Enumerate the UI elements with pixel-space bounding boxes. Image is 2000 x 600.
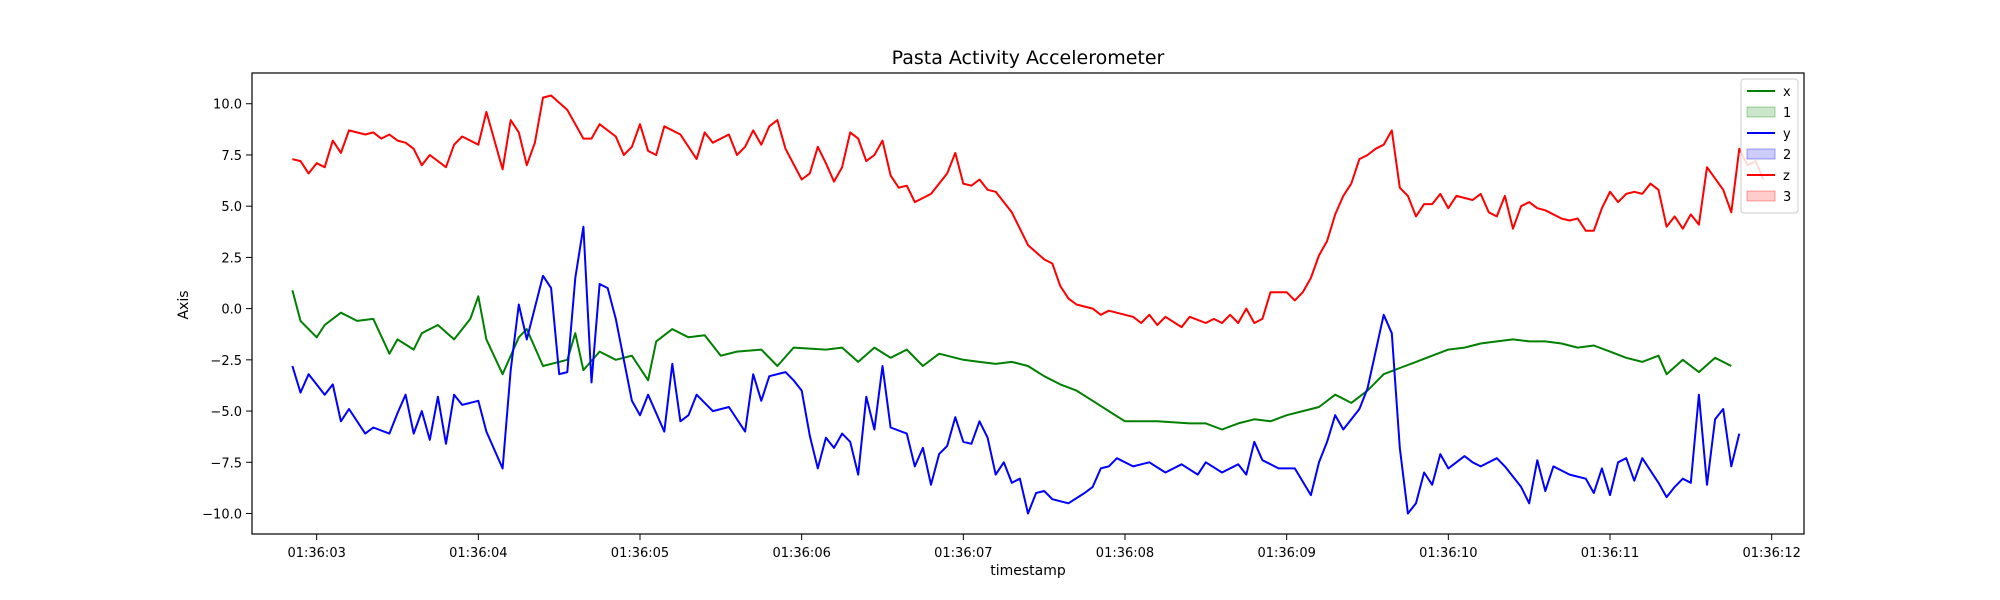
legend-swatch-patch-1 — [1746, 106, 1776, 118]
y-tick-label: 10.0 — [213, 98, 242, 113]
legend-label-1: 1 — [1783, 106, 1791, 121]
legend-label-3: 3 — [1783, 190, 1791, 205]
x-tick-label: 01:36:09 — [1257, 546, 1315, 561]
x-tick-label: 01:36:05 — [611, 546, 669, 561]
y-tick-label: −7.5 — [210, 456, 242, 471]
legend-label-2: 2 — [1783, 148, 1791, 163]
plot-frame — [251, 72, 1805, 535]
series-line-y — [291, 225, 1741, 515]
plot-area — [252, 73, 1804, 534]
legend: x 1 y 2 z 3 — [1740, 78, 1799, 214]
y-tick-label: 7.5 — [221, 149, 242, 164]
x-tick-label: 01:36:04 — [449, 546, 507, 561]
plot-background — [252, 73, 1804, 534]
series-line-x — [291, 289, 1732, 431]
x-tick-label: 01:36:11 — [1581, 546, 1639, 561]
legend-swatch-patch-2 — [1746, 148, 1776, 160]
x-tick-label: 01:36:06 — [772, 546, 830, 561]
x-axis-label: timestamp — [990, 563, 1066, 579]
legend-box — [1740, 78, 1799, 214]
chart-title: Pasta Activity Accelerometer — [892, 47, 1165, 69]
legend-swatch-patch-3 — [1746, 190, 1776, 202]
y-axis-label: Axis — [176, 290, 192, 319]
axes-layer: 01:36:03 01:36:04 01:36:05 01:36:06 01:36:07… — [202, 72, 1805, 561]
y-tick-label: −10.0 — [202, 508, 242, 523]
y-tick-label: −5.0 — [210, 405, 242, 420]
x-tick-label: 01:36:03 — [287, 546, 345, 561]
series-line-z — [292, 94, 1765, 329]
legend-label-x: x — [1783, 85, 1791, 100]
x-tick-label: 01:36:08 — [1096, 546, 1154, 561]
y-tick-label: 5.0 — [221, 200, 242, 215]
y-tick-label: 0.0 — [221, 303, 242, 318]
x-tick-label: 01:36:10 — [1419, 546, 1477, 561]
series-layer — [291, 94, 1765, 515]
x-tick-label: 01:36:07 — [934, 546, 992, 561]
y-tick-label: 2.5 — [221, 251, 242, 266]
legend-label-y: y — [1783, 127, 1791, 142]
legend-label-z: z — [1783, 169, 1790, 184]
x-tick-label: 01:36:12 — [1742, 546, 1800, 561]
y-tick-label: −2.5 — [210, 354, 242, 369]
